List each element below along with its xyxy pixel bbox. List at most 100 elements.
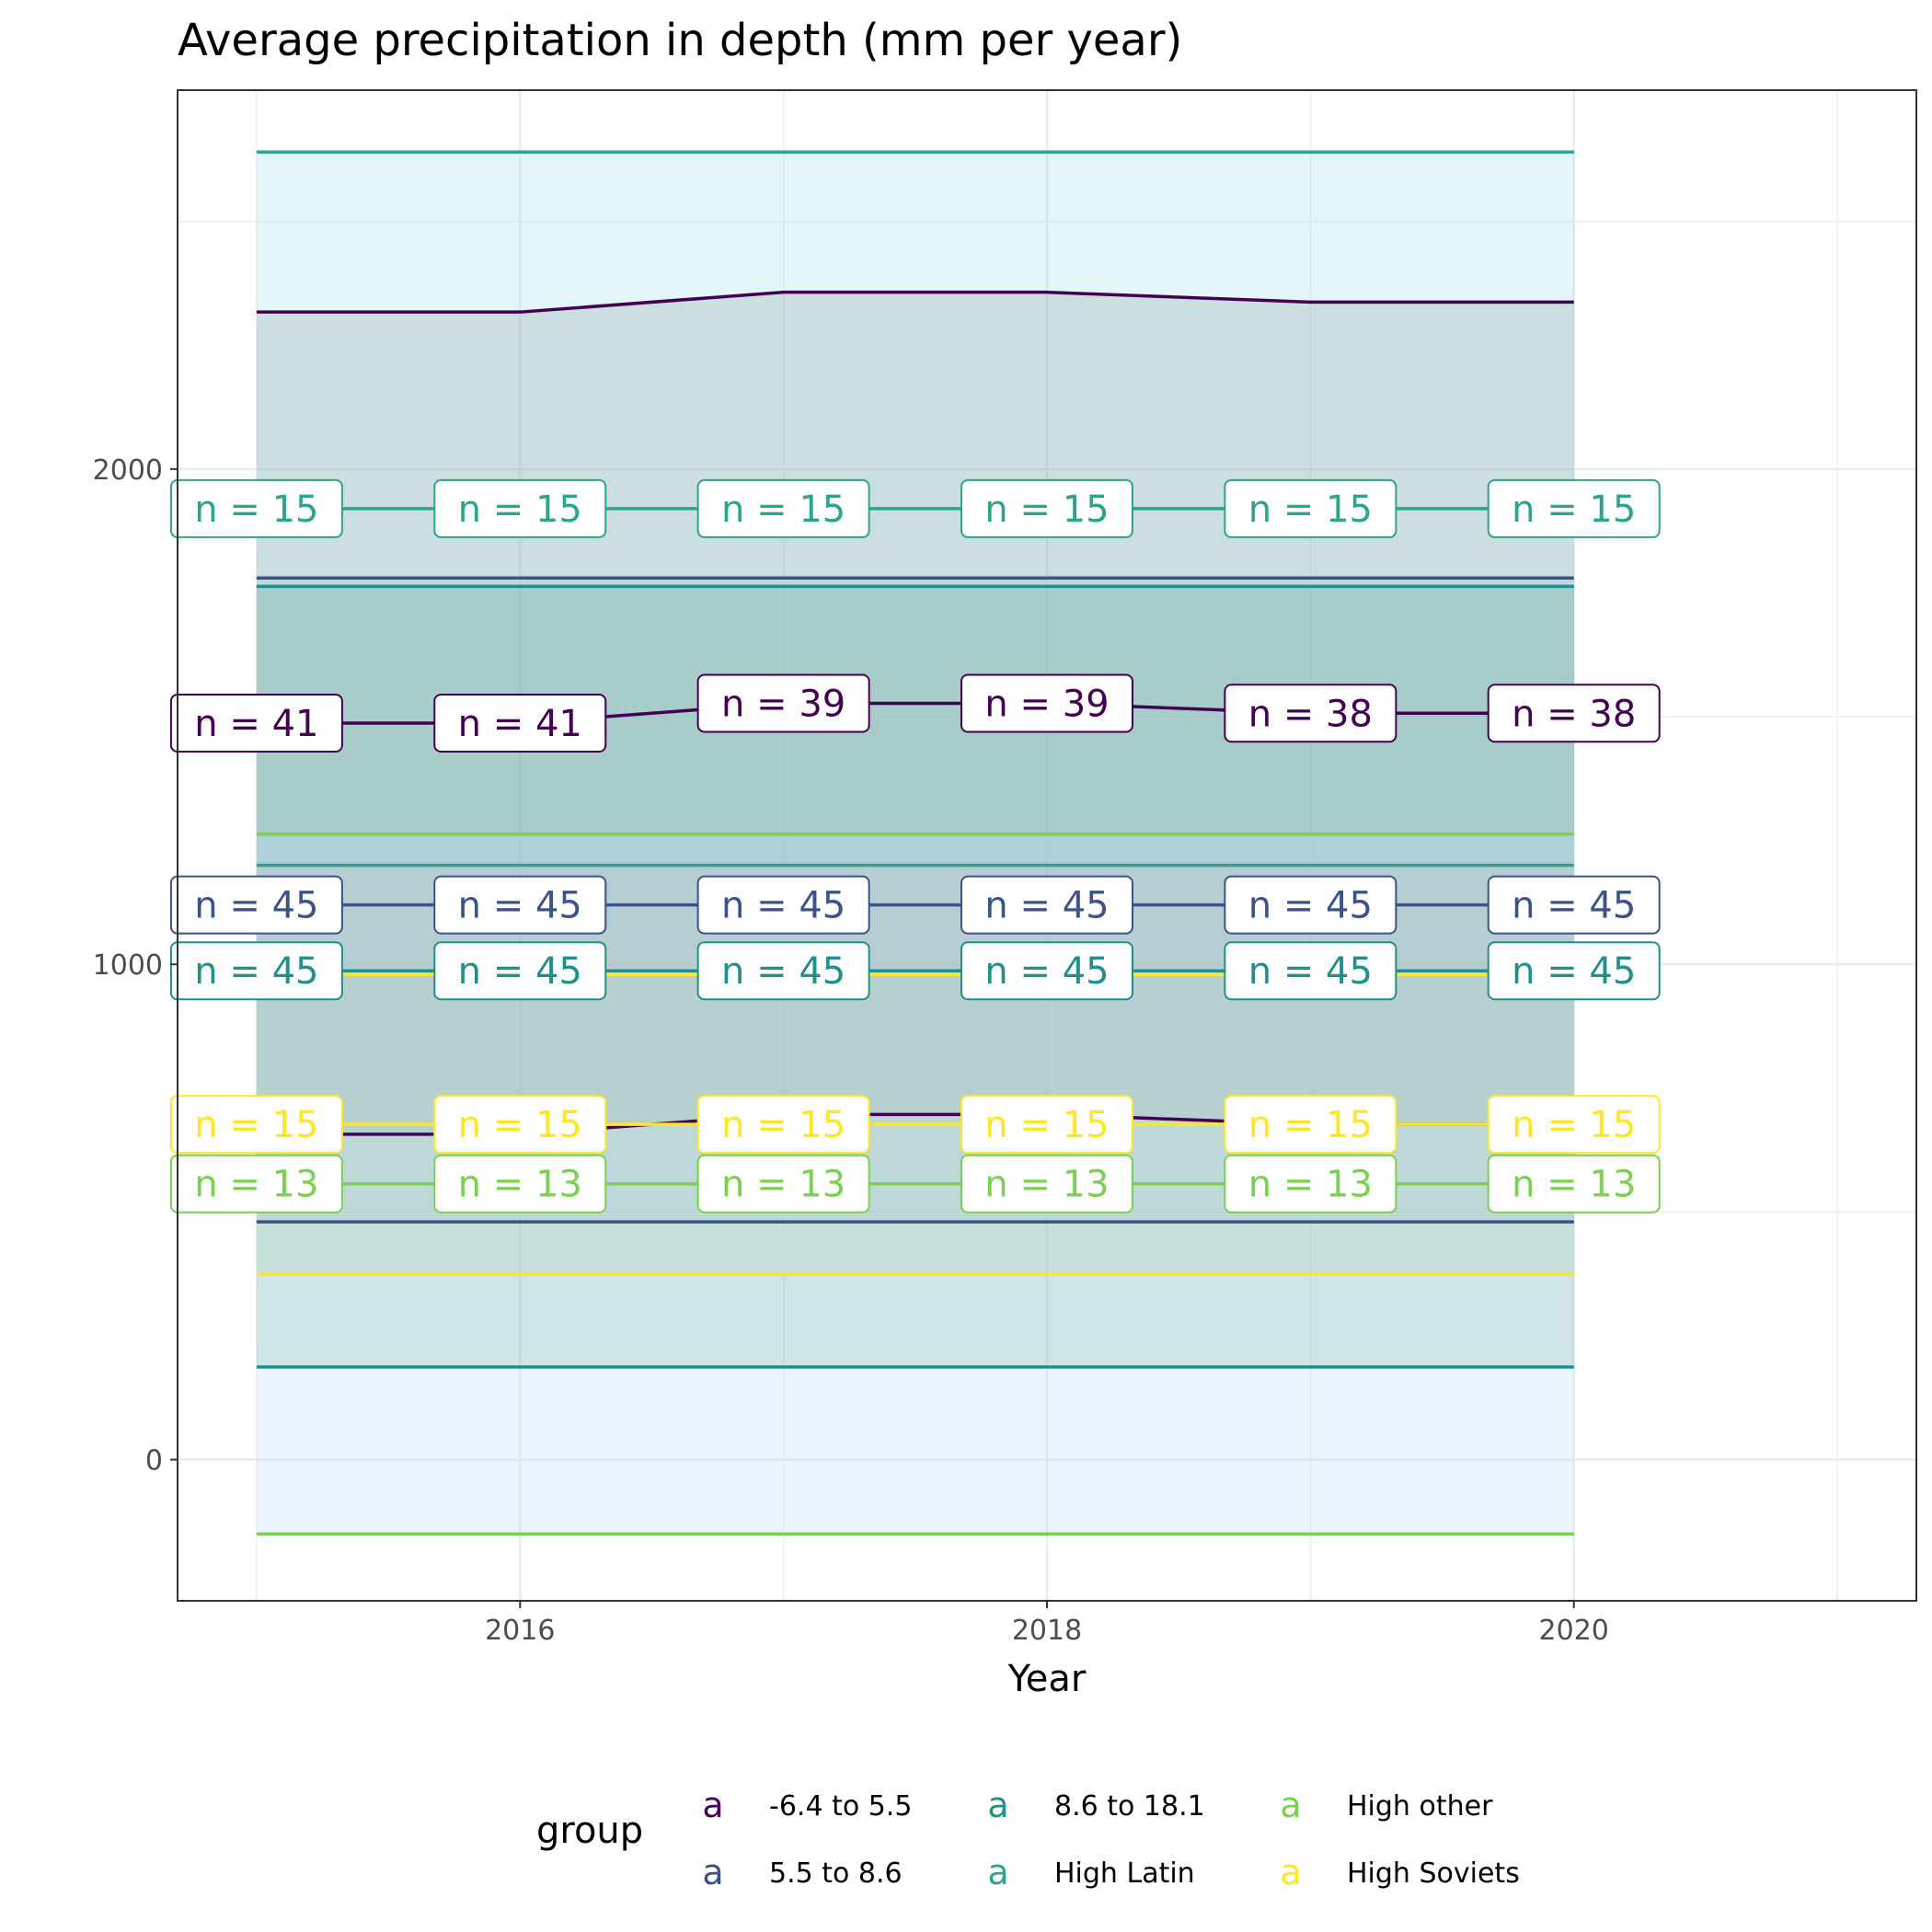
point-label: n = 13 [1487,1154,1661,1213]
ribbons [256,152,1574,1535]
point-label-box [1487,478,1661,538]
point-label: n = 38 [1487,684,1661,743]
point-label-box [960,1154,1133,1213]
legend-title: group [536,1810,643,1852]
point-label-box [1487,941,1661,1001]
point-label: n = 38 [1224,684,1397,743]
point-label-text: n = 15 [1248,1104,1373,1146]
point-label-box [169,1095,343,1155]
point-label-box [1224,875,1397,935]
point-label: n = 45 [696,941,870,1001]
point-label: n = 45 [433,875,607,935]
point-label-box [1224,478,1397,538]
point-label-box [696,1095,870,1155]
x-tick-label: 2020 [1539,1615,1609,1647]
legend-key: a [1280,1852,1301,1892]
legend: group a -6.4 to 5.5 a 5.5 to 8.6 a 8.6 to 18.… [536,1785,1520,1892]
point-label: n = 45 [1224,941,1397,1001]
point-label: n = 41 [169,694,343,753]
point-label-text: n = 15 [458,1104,582,1146]
point-label-text: n = 45 [984,885,1109,927]
legend-item: a High Latin [987,1852,1194,1892]
point-label-box [169,694,343,753]
legend-key: a [702,1785,723,1825]
point-label-text: n = 45 [1512,950,1636,993]
point-label-box [433,875,607,935]
point-label-text: n = 45 [721,885,845,927]
point-label: n = 13 [696,1154,870,1213]
point-label-box [960,941,1133,1001]
point-label-text: n = 15 [1248,489,1373,531]
legend-label: High Soviets [1347,1857,1520,1890]
point-label-box [169,478,343,538]
axes: 0 1000 2000 2016 2018 2020 [93,454,1609,1647]
point-label: n = 13 [1224,1154,1397,1213]
point-labels: n = 41 n = 41 n = 39 n = 39 n = 38 n = 38 n = … [169,478,1661,1213]
legend-label: High Latin [1054,1857,1195,1890]
point-label: n = 15 [960,478,1133,538]
point-label-text: n = 41 [458,703,582,745]
point-label: n = 45 [169,875,343,935]
point-label-box [960,673,1133,733]
point-label-text: n = 15 [984,1104,1109,1146]
point-label-text: n = 15 [721,489,845,531]
chart-title: Average precipitation in depth (mm per y… [178,15,1182,66]
point-label-text: n = 45 [721,950,845,993]
x-tick-label: 2016 [485,1615,555,1647]
legend-key: a [702,1852,723,1892]
point-label-text: n = 38 [1248,693,1373,735]
x-axis-title: Year [1007,1658,1087,1700]
point-label-text: n = 15 [194,489,318,531]
point-label: n = 15 [169,478,343,538]
legend-item: a 5.5 to 8.6 [702,1852,902,1892]
point-label-box [1487,875,1661,935]
point-label: n = 45 [696,875,870,935]
point-label-text: n = 45 [1248,950,1373,993]
legend-item: a 8.6 to 18.1 [987,1785,1204,1825]
point-label-text: n = 45 [1512,885,1636,927]
point-label-box [433,694,607,753]
point-label-box [169,1154,343,1213]
point-label-text: n = 39 [721,683,845,725]
point-label-box [696,1154,870,1213]
point-label-text: n = 13 [1512,1164,1636,1206]
legend-item: a -6.4 to 5.5 [702,1785,912,1825]
point-label: n = 15 [1224,1095,1397,1155]
point-label-text: n = 13 [984,1164,1109,1206]
point-label-text: n = 15 [984,489,1109,531]
point-label: n = 13 [960,1154,1133,1213]
point-label-text: n = 13 [194,1164,318,1206]
point-label-text: n = 45 [194,950,318,993]
point-label-text: n = 45 [984,950,1109,993]
point-label: n = 15 [696,478,870,538]
point-label-text: n = 13 [721,1164,845,1206]
point-label-text: n = 45 [458,950,582,993]
point-label-box [1224,1154,1397,1213]
point-label-box [169,941,343,1001]
point-label-box [1487,684,1661,743]
point-label: n = 45 [1224,875,1397,935]
point-label-box [1487,1154,1661,1213]
point-label: n = 45 [960,941,1133,1001]
legend-label: -6.4 to 5.5 [769,1790,912,1823]
point-label-box [960,875,1133,935]
point-label-box [433,1154,607,1213]
point-label-text: n = 39 [984,683,1109,725]
point-label-text: n = 38 [1512,693,1636,735]
point-label-box [960,1095,1133,1155]
point-label: n = 15 [433,1095,607,1155]
point-label: n = 15 [1487,478,1661,538]
point-label-text: n = 15 [1512,1104,1636,1146]
point-label: n = 15 [169,1095,343,1155]
point-label: n = 13 [169,1154,343,1213]
upper-line-series-0 [256,290,1574,314]
point-label-box [1487,1095,1661,1155]
point-label: n = 39 [696,673,870,733]
point-label: n = 45 [433,941,607,1001]
point-label-box [433,478,607,538]
point-label-text: n = 15 [721,1104,845,1146]
y-tick-label: 1000 [93,949,163,982]
legend-label: 5.5 to 8.6 [769,1857,903,1890]
legend-key: a [1280,1785,1301,1825]
